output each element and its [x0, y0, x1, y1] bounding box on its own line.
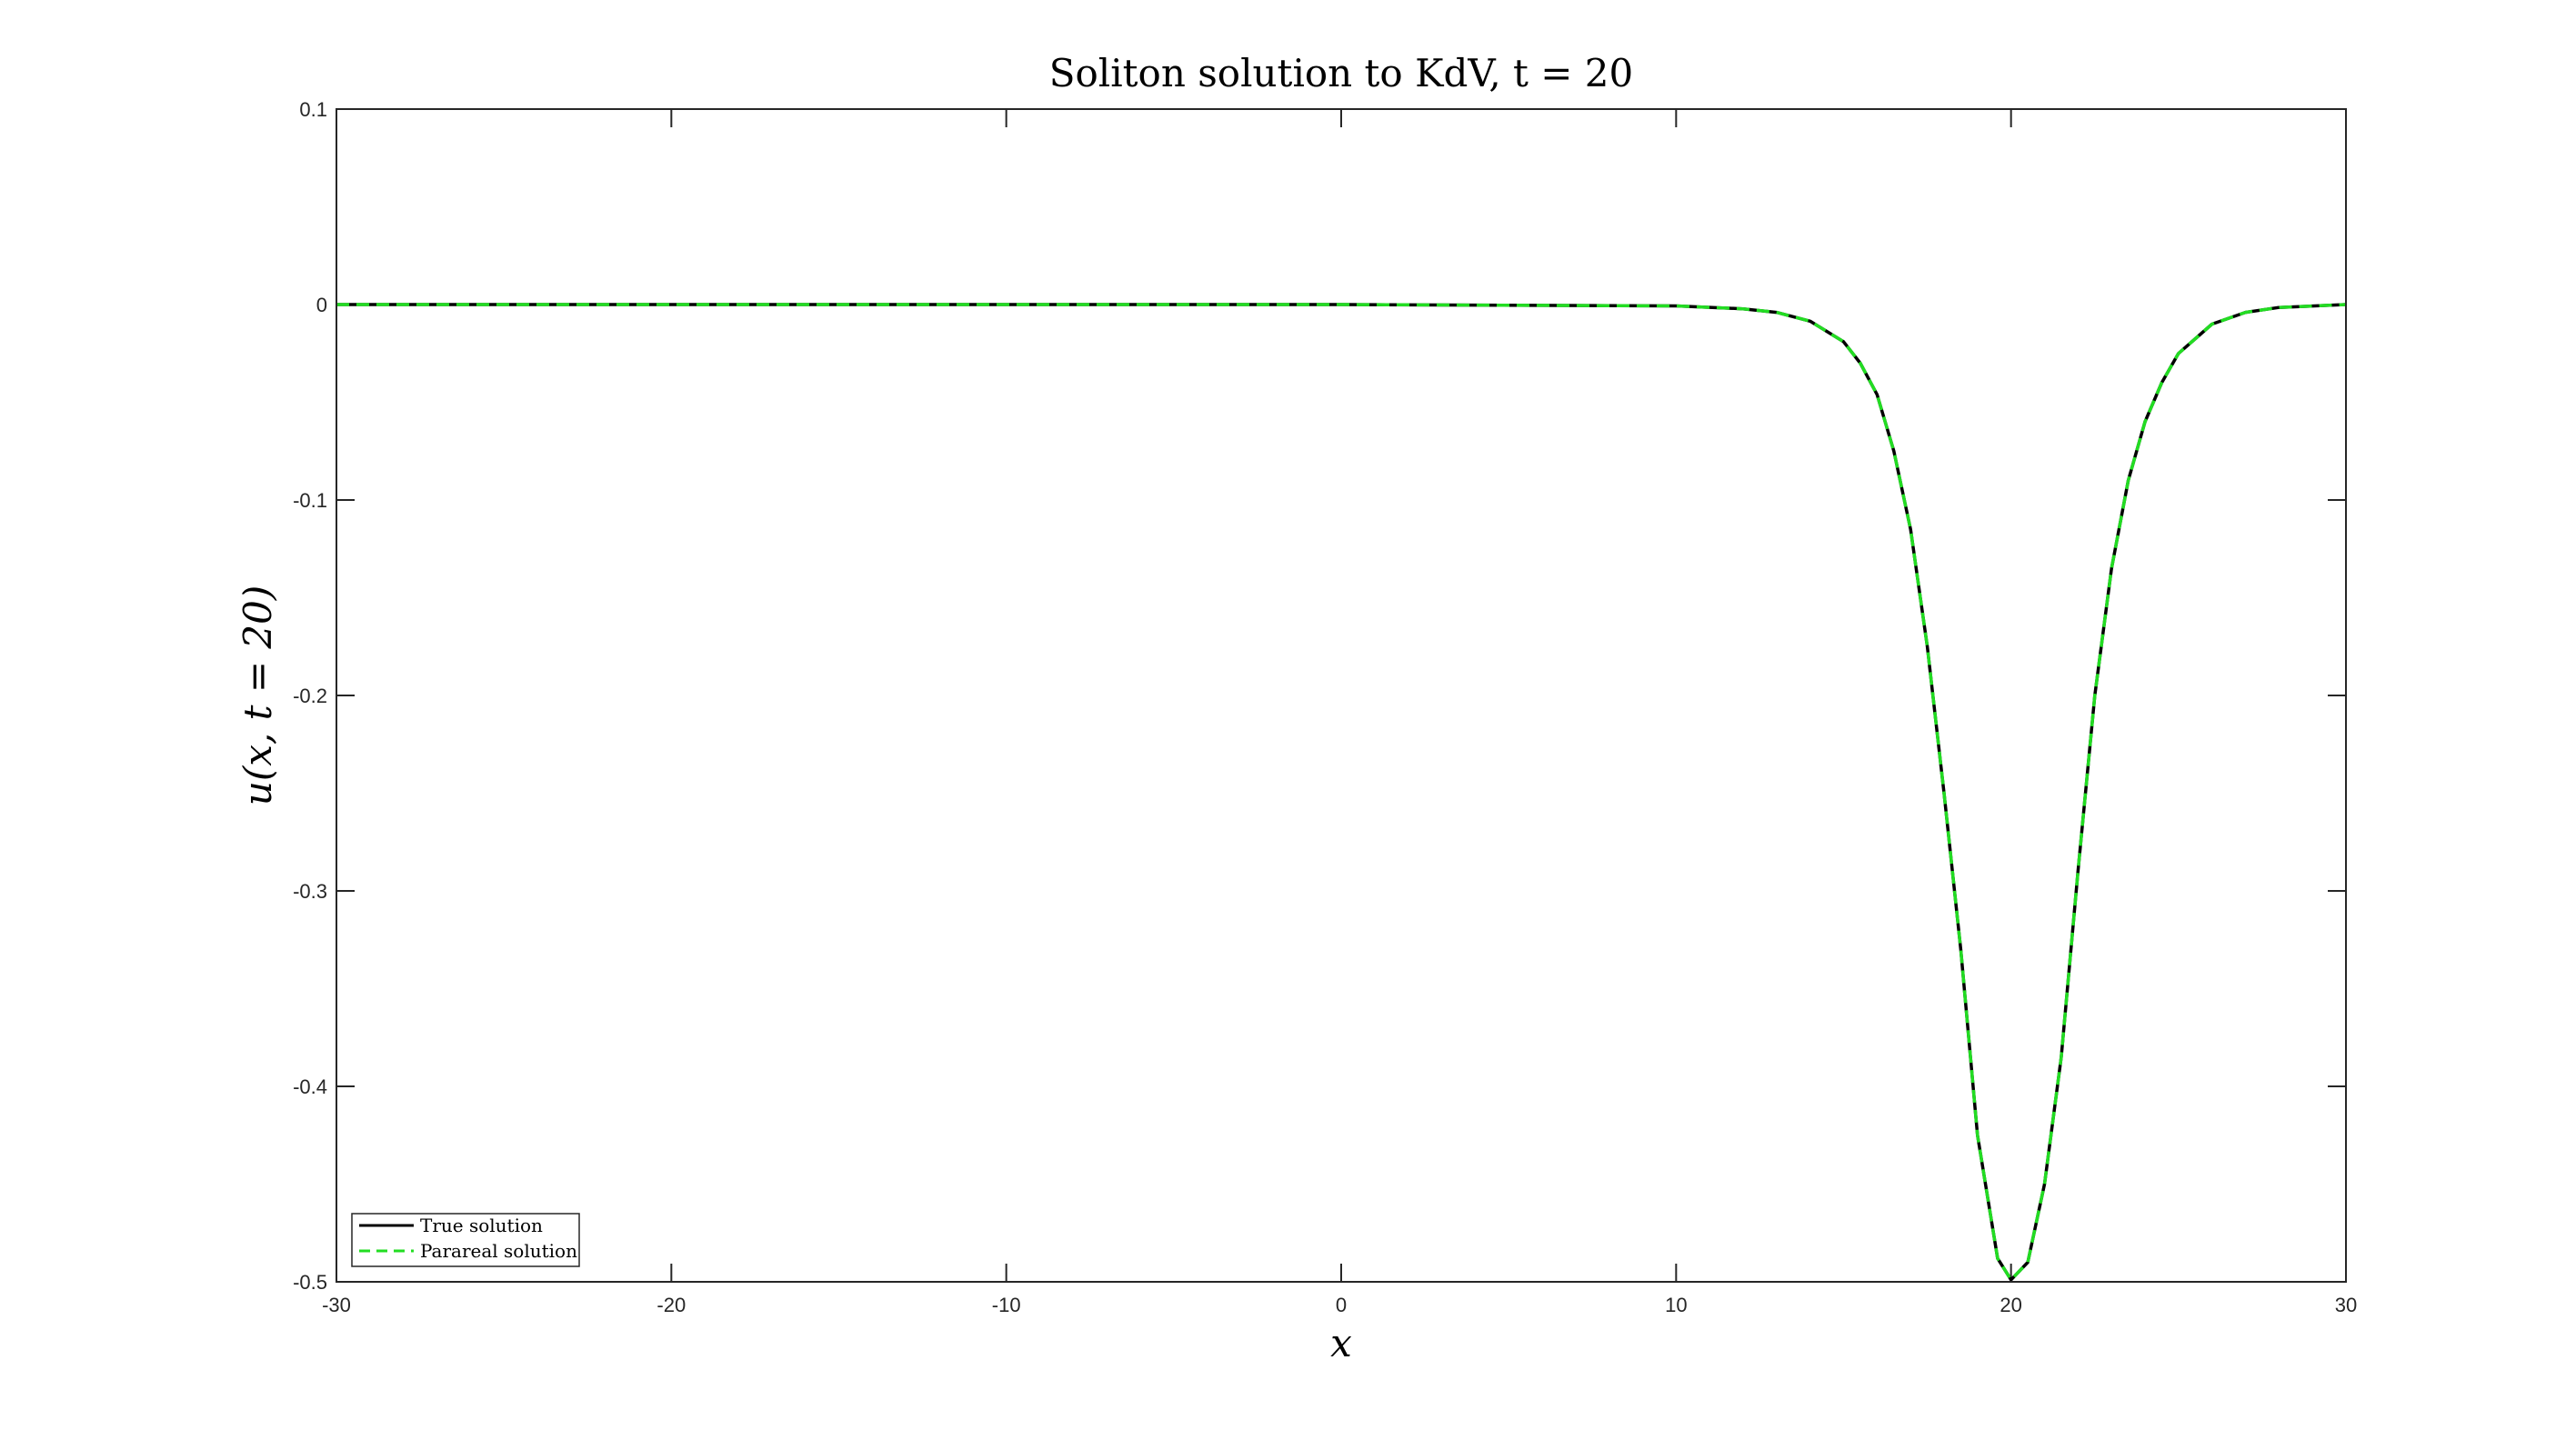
legend-label-true: True solution: [420, 1215, 543, 1236]
y-tick-label: -0.1: [293, 489, 327, 512]
x-tick-label: 10: [1665, 1294, 1687, 1316]
y-tick-label: 0.1: [299, 98, 327, 121]
y-tick-label: -0.3: [293, 880, 327, 903]
x-axis-label: x: [1330, 1321, 1352, 1365]
x-tick-label: -30: [322, 1294, 351, 1316]
x-tick-label: 30: [2335, 1294, 2357, 1316]
series-layer: [336, 303, 2347, 1282]
plot-frame: [336, 108, 2347, 1283]
series-line-parareal-solution: [336, 303, 2347, 1282]
chart-title: Soliton solution to KdV, t = 20: [1049, 51, 1634, 95]
legend-label-parareal: Parareal solution: [420, 1240, 577, 1262]
y-axis-label: u(x, t = 20): [236, 585, 280, 805]
plot-area: [336, 109, 2346, 1282]
x-tick-label: 20: [2000, 1294, 2021, 1316]
legend: True solution Parareal solution: [351, 1213, 580, 1267]
legend-box: [351, 1213, 580, 1267]
y-tick-label: -0.5: [293, 1271, 327, 1294]
x-tick-label: -20: [657, 1294, 686, 1316]
y-tick-label: -0.2: [293, 685, 327, 707]
tick-labels: -30 -20 -10 0 10 20 30 0.1 0 -0.1 -0.2 -0.3 -0.4 -0.5: [293, 98, 2357, 1316]
y-tick-label: -0.4: [293, 1075, 327, 1098]
y-tick-label: 0: [316, 294, 327, 316]
x-tick-label: -10: [992, 1294, 1021, 1316]
x-tick-label: 0: [1336, 1294, 1347, 1316]
